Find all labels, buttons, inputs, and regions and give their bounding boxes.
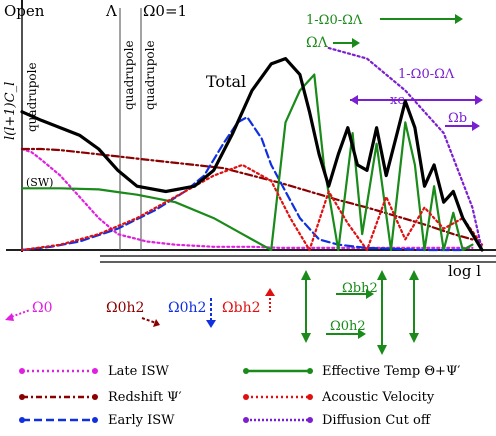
legend-late-isw-label: Late ISW: [108, 364, 169, 379]
quadrupole-label-1: quadrupole: [25, 62, 39, 132]
param-omega0: Ω0: [32, 300, 53, 316]
param-omega0h2-a-arrowhead: [153, 319, 160, 327]
series-line-total: [20, 57, 484, 252]
legend-late-isw-dot-right: [92, 368, 98, 374]
param-omega0h2-arrows: Ω0h2: [330, 319, 366, 334]
param-omega0h2-arrows-arrowhead: [358, 329, 366, 339]
param-omegabh2-arrows-arrowhead: [366, 289, 374, 299]
legend-early-isw-dot-left: [19, 417, 25, 423]
green-double-arrow-3-top: [409, 270, 419, 280]
legend-diffusion-dot-right: [307, 417, 313, 423]
legend-effective-temp-dot-right: [307, 368, 313, 374]
label-lambda: Λ: [105, 2, 117, 20]
series-line-late-isw: [20, 147, 474, 249]
quadrupole-label-2: quadrupole: [122, 40, 136, 110]
param-omega0h2-b-arrowhead: [206, 320, 216, 328]
legend-early-isw-label: Early ISW: [108, 413, 175, 428]
green-double-arrow-1-top: [301, 270, 311, 280]
arrowhead-omega-b: [472, 121, 480, 131]
legend-early-isw-dot-right: [92, 417, 98, 423]
series-line-early-isw: [20, 116, 464, 252]
annotation-2-omega0-lambda: 1-Ω0-ΩΛ: [398, 67, 455, 82]
quadrupole-label-3: quadrupole: [143, 40, 157, 110]
total-label: Total: [206, 72, 246, 91]
series-line-acoustic-velocity: [20, 163, 484, 252]
series-line-effective-temp-: [20, 73, 474, 252]
param-omega0-arrowhead: [5, 313, 14, 321]
annotation-1-omega0-lambda: 1-Ω0-ΩΛ: [306, 13, 363, 28]
legend: Late ISW Redshift Ψ′ Early ISW Effective…: [19, 364, 460, 428]
arrowhead-2-omega0-lambda: [475, 95, 483, 105]
arrowhead-omega-lambda: [352, 38, 360, 48]
legend-effective-temp-dot-left: [243, 368, 249, 374]
arrowhead-xc-left: [350, 95, 358, 105]
sw-label: (SW): [26, 176, 53, 189]
legend-late-isw-dot-left: [19, 368, 25, 374]
param-omegabh2-arrowhead: [265, 288, 275, 296]
series-layer: [20, 46, 484, 252]
green-double-arrow-3-bottom: [409, 333, 419, 343]
series-line-diffusion-cut-off: [327, 46, 484, 252]
green-double-arrow-2-bottom: [377, 345, 387, 355]
legend-redshift-dot-right: [92, 394, 98, 400]
label-open: Open: [4, 2, 45, 20]
param-omegabh2: Ωbh2: [222, 300, 261, 316]
series-line-redshift-: [20, 147, 474, 241]
annotation-omega-lambda: ΩΛ: [306, 35, 329, 51]
param-omega0h2-a-arrow: [141, 317, 157, 324]
legend-acoustic-label: Acoustic Velocity: [321, 390, 435, 405]
label-omega0: Ω0=1: [143, 2, 187, 20]
param-omega0h2-a: Ω0h2: [106, 300, 144, 316]
y-axis-label: l(l+1)C_l: [3, 82, 18, 140]
legend-redshift-label: Redshift Ψ′: [108, 390, 182, 405]
legend-acoustic-dot-left: [243, 394, 249, 400]
x-axis-label: log l: [448, 262, 481, 280]
legend-redshift-dot-left: [19, 394, 25, 400]
legend-acoustic-dot-right: [307, 394, 313, 400]
annotation-omega-b: Ωb: [448, 111, 467, 126]
param-omega0h2-b: Ω0h2: [168, 300, 206, 316]
legend-diffusion-dot-left: [243, 417, 249, 423]
legend-effective-temp-label: Effective Temp Θ+Ψ′: [322, 364, 460, 379]
annotation-xc: xc: [390, 93, 405, 108]
green-double-arrow-2-top: [377, 270, 387, 280]
arrowhead-1-omega0-lambda: [455, 14, 463, 24]
green-double-arrow-1-bottom: [301, 333, 311, 343]
legend-diffusion-label: Diffusion Cut off: [322, 413, 432, 428]
